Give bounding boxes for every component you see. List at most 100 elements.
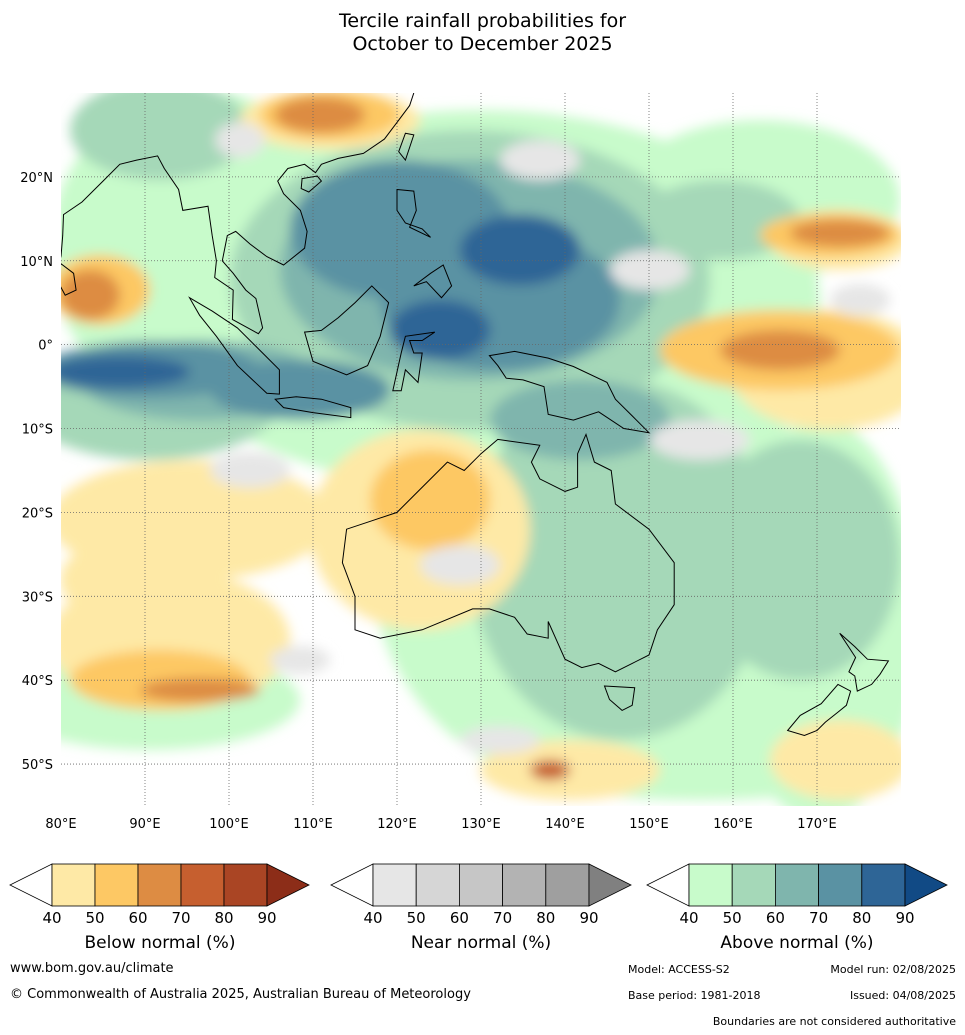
- colorbar-segment: [861, 863, 906, 907]
- probability-patch: [370, 450, 490, 550]
- coastlines: [61, 93, 890, 737]
- probability-patch: [210, 360, 390, 420]
- colorbar-tick-label: 70: [493, 909, 512, 927]
- colorbar-tick-label: 80: [214, 909, 233, 927]
- colorbar-tick-label: 90: [257, 909, 276, 927]
- colorbar-segment: [372, 863, 417, 907]
- coastline: [274, 396, 352, 419]
- coastline: [603, 685, 636, 711]
- colorbar-tick-label: 60: [128, 909, 147, 927]
- colorbar-segment: [502, 863, 547, 907]
- longitude-label: 150°E: [629, 817, 669, 832]
- longitude-label: 130°E: [461, 817, 501, 832]
- colorbar-segment: [223, 863, 268, 907]
- latitude-label: 0°: [38, 339, 53, 354]
- colorbar-0: 40 50 60 70 80 90: [9, 863, 310, 927]
- colorbar-tick-label: 50: [85, 909, 104, 927]
- map-title-line2: October to December 2025: [352, 33, 613, 55]
- colorbar-segment: [415, 863, 460, 907]
- legend-title-above: Above normal (%): [720, 933, 874, 953]
- colorbar-tick-label: 70: [809, 909, 828, 927]
- probability-patch: [530, 760, 570, 780]
- coastline: [396, 188, 431, 238]
- website-link[interactable]: www.bom.gov.au/climate: [10, 961, 174, 976]
- colorbar-tick-label: 90: [895, 909, 914, 927]
- map-axes: 20°N 10°N 0° 10°S 20°S 30°S 40°S 50°S 80°E 90°E 10…: [20, 171, 837, 832]
- probability-patch: [770, 720, 901, 800]
- colorbar-tick-label: 70: [171, 909, 190, 927]
- colorbar-tick-label: 80: [852, 909, 871, 927]
- rainfall-probability-map: [61, 93, 901, 806]
- legend-title-below: Below normal (%): [84, 933, 236, 953]
- coastline: [300, 175, 323, 193]
- probability-patch: [700, 440, 900, 680]
- graticule: [61, 93, 901, 806]
- coastline: [188, 296, 280, 395]
- colorbar-2: 40 50 60 70 80 90: [646, 863, 948, 927]
- coastline: [398, 132, 415, 162]
- coastline: [413, 264, 453, 299]
- colorbar-segment: [180, 863, 225, 907]
- model-run-text: Model run: 02/08/2025: [830, 963, 956, 976]
- colorbar-segment: [137, 863, 182, 907]
- latitude-label: 50°S: [22, 758, 53, 773]
- probability-patch: [500, 140, 580, 180]
- copyright-text: © Commonwealth of Australia 2025, Austra…: [10, 987, 471, 1002]
- colorbar-segment: [458, 863, 503, 907]
- colorbar-segment: [94, 863, 139, 907]
- colorbar-extend-high: [588, 863, 632, 907]
- longitude-label: 160°E: [713, 817, 753, 832]
- probability-patch: [790, 219, 890, 247]
- coastline-asia: [61, 93, 415, 335]
- probability-patch: [830, 284, 890, 316]
- colorbar-tick-label: 90: [579, 909, 598, 927]
- longitude-label: 120°E: [377, 817, 417, 832]
- colorbar-tick-label: 60: [450, 909, 469, 927]
- disclaimer-text: Boundaries are not considered authoritat…: [712, 1015, 956, 1028]
- probability-patch: [270, 646, 330, 674]
- probability-patch: [470, 380, 770, 740]
- colorbars: 40 50 60 70 80 90 40 50 60 70 80 90 40 50 60 70 80 90: [9, 863, 948, 927]
- longitude-label: 170°E: [797, 817, 837, 832]
- map-title: Tercile rainfall probabilities for Octob…: [0, 10, 965, 56]
- colorbar-tick-label: 40: [42, 909, 61, 927]
- issued-text: Issued: 04/08/2025: [849, 989, 956, 1002]
- colorbar-extend-low: [330, 863, 374, 907]
- colorbar-extend-high: [266, 863, 310, 907]
- coastline: [392, 331, 436, 392]
- colorbar-extend-low: [646, 863, 690, 907]
- latitude-label: 10°N: [20, 255, 53, 270]
- colorbar-segment: [775, 863, 820, 907]
- longitude-label: 100°E: [209, 817, 249, 832]
- coastline: [303, 285, 390, 376]
- model-text: Model: ACCESS-S2: [628, 963, 730, 976]
- colorbar-tick-label: 80: [536, 909, 555, 927]
- colorbar-tick-label: 60: [766, 909, 785, 927]
- coastline: [839, 632, 890, 692]
- probability-patch: [460, 215, 580, 285]
- longitude-label: 110°E: [293, 817, 333, 832]
- coastline-india: [61, 256, 62, 265]
- longitude-label: 140°E: [545, 817, 585, 832]
- latitude-label: 40°S: [22, 674, 53, 689]
- colorbar-extend-high: [904, 863, 948, 907]
- colorbar-tick-label: 50: [407, 909, 426, 927]
- latitude-label: 30°S: [22, 590, 53, 605]
- probability-patch: [640, 180, 800, 260]
- probability-patch: [460, 726, 540, 754]
- probability-patch: [490, 380, 670, 460]
- probability-patch: [61, 540, 180, 620]
- longitude-label: 80°E: [45, 817, 76, 832]
- colorbar-1: 40 50 60 70 80 90: [330, 863, 632, 927]
- latitude-label: 20°S: [22, 506, 53, 521]
- probability-patch: [215, 122, 265, 158]
- probability-patch: [610, 250, 690, 290]
- colorbar-segment: [545, 863, 590, 907]
- colorbar-tick-label: 40: [679, 909, 698, 927]
- base-period-text: Base period: 1981-2018: [628, 989, 761, 1002]
- coastline: [488, 350, 651, 434]
- probability-patch: [275, 97, 365, 133]
- probability-patch: [61, 270, 120, 320]
- probability-patch: [390, 300, 490, 360]
